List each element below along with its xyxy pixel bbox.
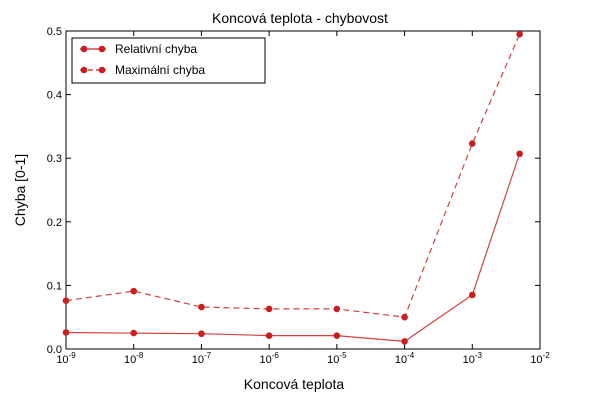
legend-marker <box>98 66 106 74</box>
x-tick-label: 10-7 <box>192 351 212 366</box>
y-tick-label: 0.2 <box>47 217 62 229</box>
y-tick-label: 0.5 <box>47 26 62 38</box>
series-2-point <box>130 287 138 295</box>
x-tick-label: 10-3 <box>463 351 483 366</box>
legend-marker <box>80 66 88 74</box>
y-tick-label: 0.4 <box>47 90 62 102</box>
series-1-point <box>516 150 523 158</box>
y-tick-label: 0.0 <box>47 344 62 356</box>
series-1-point <box>265 332 273 339</box>
y-tick-label: 0.3 <box>47 153 62 165</box>
series-2-point <box>468 140 476 147</box>
series-line-1 <box>65 153 521 343</box>
series-layer <box>62 30 523 345</box>
plot-area <box>65 30 541 350</box>
series-1-point <box>401 338 408 345</box>
x-tick-label: 10-5 <box>327 351 347 366</box>
x-tick-label: 10-2 <box>530 351 550 366</box>
series-1-point <box>198 330 205 338</box>
x-tick-label: 10-9 <box>56 351 76 366</box>
legend-marker <box>98 45 106 53</box>
series-2-point <box>401 313 408 321</box>
series-2-point <box>265 305 273 313</box>
y-tick-label: 0.1 <box>47 280 62 292</box>
legend-label: Maximální chyba <box>115 63 205 77</box>
chart-title: Koncová teplota - chybovost <box>212 10 388 26</box>
series-1-point <box>130 329 138 337</box>
legend-box <box>71 37 266 84</box>
legend: Relativní chyba Maximální chyba <box>71 37 266 84</box>
x-tick-label: 10-8 <box>124 351 144 366</box>
y-axis-label: Chyba [0-1] <box>12 154 28 226</box>
x-tick-label: 10-6 <box>259 351 279 366</box>
series-1-point <box>333 332 341 339</box>
x-tick-label: 10-4 <box>395 351 415 366</box>
legend-marker <box>80 45 88 53</box>
x-axis-label: Koncová teplota <box>244 376 345 392</box>
axis-ticks: 10-9 10-8 10-7 10-6 10-5 10-4 10-3 10-2 0.0 0.1 0.… <box>47 26 551 366</box>
series-2-point <box>62 297 70 304</box>
series-2-point <box>516 30 523 38</box>
series-2-point <box>198 303 205 311</box>
legend-label: Relativní chyba <box>115 42 197 56</box>
series-1-point <box>468 291 476 299</box>
series-2-point <box>333 305 341 313</box>
series-1-point <box>62 329 70 336</box>
